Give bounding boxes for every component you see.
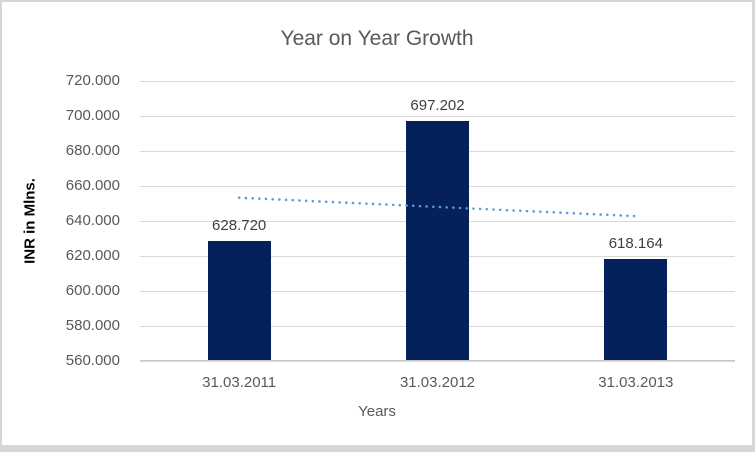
gridline bbox=[140, 361, 735, 362]
bar bbox=[604, 259, 668, 360]
y-axis-tick-label: 700.000 bbox=[65, 107, 120, 124]
bar bbox=[207, 240, 271, 360]
x-axis-line bbox=[140, 360, 735, 361]
y-axis-tick-label: 640.000 bbox=[65, 212, 120, 229]
bar bbox=[406, 120, 469, 360]
gridline bbox=[140, 116, 735, 117]
trendline bbox=[237, 196, 638, 218]
y-axis-tick-label: 660.000 bbox=[65, 177, 120, 194]
plot-area: 560.000 580.000 600.000 620.000 640.000 660.0… bbox=[66, 72, 735, 391]
x-axis-tick-label: 31.03.2011 bbox=[202, 374, 277, 391]
y-axis-tick-label: 680.000 bbox=[65, 142, 120, 159]
bar-data-label: 618.164 bbox=[608, 235, 663, 253]
y-axis-tick-label: 720.000 bbox=[65, 72, 120, 89]
gridline bbox=[140, 81, 735, 82]
y-axis-tick-label: 600.000 bbox=[65, 282, 120, 299]
y-axis-tick-label: 560.000 bbox=[65, 352, 120, 369]
y-axis-tick-label: 620.000 bbox=[65, 247, 120, 264]
x-axis-title: Years bbox=[358, 403, 396, 420]
trendline-path bbox=[237, 196, 638, 218]
bar-data-label: 628.720 bbox=[212, 216, 267, 234]
year-on-year-growth-chart: Year on Year Growth INR in Mlns. 560.000… bbox=[2, 2, 752, 445]
y-axis-tick-label: 580.000 bbox=[65, 317, 120, 334]
bar-data-label: 697.202 bbox=[410, 96, 465, 114]
x-axis-tick-label: 31.03.2012 bbox=[399, 374, 476, 391]
chart-title: Year on Year Growth bbox=[280, 27, 474, 50]
x-axis-tick-label: 31.03.2013 bbox=[598, 374, 674, 391]
